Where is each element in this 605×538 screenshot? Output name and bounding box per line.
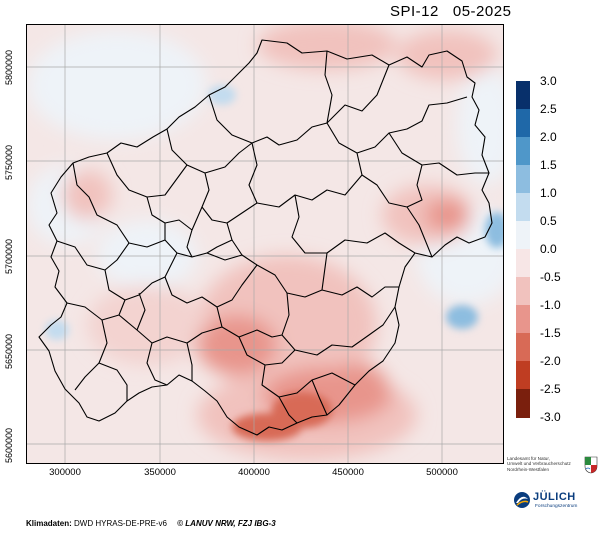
footer-prefix: Klimadaten:	[26, 519, 72, 528]
colorbar-label: -1.0	[540, 298, 561, 312]
lanuv-line: Nordrhein-Westfalen	[507, 466, 550, 472]
nrw-outline	[38, 39, 493, 436]
juelich-sub: Forschungszentrum	[535, 504, 578, 509]
y-tick-label: 5600000	[4, 427, 14, 463]
y-tick-label: 5800000	[4, 49, 14, 85]
colorbar-label: 2.5	[540, 102, 557, 116]
colorbar-segment	[516, 389, 530, 418]
footer-credit: © LANUV NRW, FZJ IBG-3	[177, 519, 276, 528]
nrw-crest-icon	[584, 456, 598, 474]
footer-source: DWD HYRAS-DE-PRE-v6	[74, 519, 167, 528]
x-tick-label: 350000	[144, 467, 176, 478]
juelich-logo: JÜLICH Forschungszentrum	[513, 489, 603, 513]
colorbar-label: -1.5	[540, 326, 561, 340]
map-title: SPI-12 05-2025	[390, 3, 511, 20]
colorbar-segment	[516, 277, 530, 306]
period-label: 05-2025	[452, 3, 512, 20]
juelich-name: JÜLICH	[533, 491, 576, 503]
colorbar-segment	[516, 249, 530, 278]
lanuv-line: Landesamt für Natur,	[507, 456, 550, 461]
x-tick-label: 450000	[332, 467, 364, 478]
y-tick-label: 5650000	[4, 333, 14, 369]
colorbar-segment	[516, 165, 530, 194]
x-tick-label: 500000	[426, 467, 458, 478]
anomaly-core	[45, 85, 503, 441]
colorbar-segment	[516, 81, 530, 110]
colorbar-label: -0.5	[540, 270, 561, 284]
colorbar-label: -2.5	[540, 382, 561, 396]
y-tick-label: 5700000	[4, 238, 14, 274]
x-tick-label: 300000	[49, 467, 81, 478]
colorbar-segment	[516, 221, 530, 250]
colorbar-label: -3.0	[540, 410, 561, 424]
index-label: SPI-12	[390, 3, 439, 20]
lanuv-text: Landesamt für Natur, Umwelt und Verbrauc…	[507, 456, 571, 472]
colorbar-label: -2.0	[540, 354, 561, 368]
map-canvas	[27, 25, 503, 463]
colorbar-segment	[516, 361, 530, 390]
colorbar-segment	[516, 333, 530, 362]
colorbar-segment	[516, 137, 530, 166]
lanuv-line: Umwelt und Verbraucherschutz	[507, 461, 571, 467]
district-borders	[38, 39, 493, 436]
colorbar-label: 2.0	[540, 130, 557, 144]
colorbar-segment	[516, 305, 530, 334]
spi-map	[26, 24, 504, 464]
lanuv-logo: Landesamt für Natur, Umwelt und Verbrauc…	[507, 456, 605, 474]
footer: Klimadaten: DWD HYRAS-DE-PRE-v6 © LANUV …	[26, 519, 276, 528]
colorbar-label: 0.5	[540, 214, 557, 228]
colorbar-label: 3.0	[540, 74, 557, 88]
colorbar	[516, 81, 530, 418]
colorbar-label: 1.5	[540, 158, 557, 172]
juelich-swoosh-icon	[514, 492, 530, 508]
colorbar-segment	[516, 109, 530, 138]
colorbar-label: 1.0	[540, 186, 557, 200]
colorbar-segment	[516, 193, 530, 222]
colorbar-label: 0.0	[540, 242, 557, 256]
graticule	[27, 25, 503, 463]
x-tick-label: 400000	[238, 467, 270, 478]
y-tick-label: 5750000	[4, 144, 14, 180]
